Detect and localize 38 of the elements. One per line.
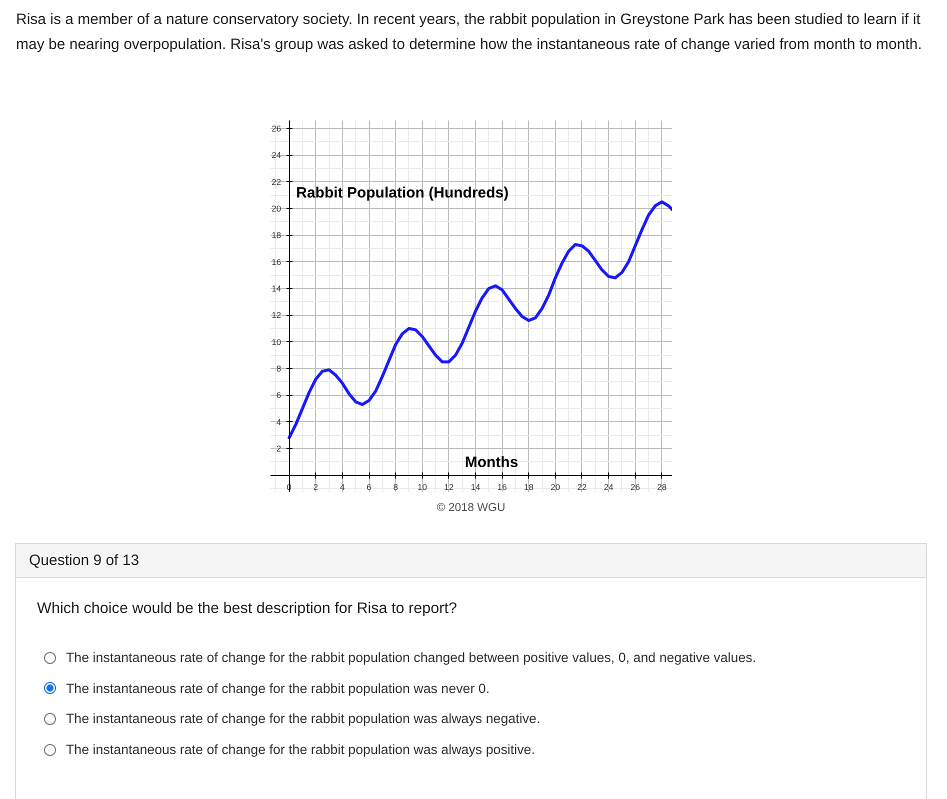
x-tick-label: 18 (524, 482, 534, 492)
x-tick-label: 4 (340, 482, 346, 492)
x-axis-title: Months (464, 454, 518, 472)
text: The instantaneous rate of change for the rabbit population was never 0. (66, 680, 490, 698)
y-axis-title: Rabbit Population (Hundreds) (296, 184, 509, 202)
x-tick-label: 26 (630, 482, 640, 492)
y-tick-label: 4 (276, 416, 282, 427)
text: The instantaneous rate of change for the rabbit population was always negative. (66, 710, 540, 728)
text: The instantaneous rate of change for the rabbit population changed between positive values, 0, and negative values. (66, 648, 756, 667)
text: © 2018 WGU (436, 501, 506, 516)
line-series (288, 200, 672, 440)
x-tick-label: 28 (657, 482, 667, 492)
y-tick-label: 8 (276, 364, 282, 374)
text: Risa is a member of a nature conservatory society. In recent years, the rabbit population in Greystone Park has been studied to learn if it may be nearing overpopulation. Risa's group was asked to determine how the instantaneous rate of change varied from month to month. (15, 10, 923, 55)
x-tick-label: 22 (577, 482, 587, 492)
x-tick-label: 2 (313, 482, 318, 492)
y-tick-label: 2 (276, 444, 282, 454)
y-tick-label: 6 (276, 390, 282, 400)
y-tick-label: 20 (272, 204, 282, 214)
y-tick-label: 24 (272, 150, 282, 160)
x-tick-label: 20 (550, 482, 560, 492)
y-tick-label: 16 (272, 256, 282, 267)
y-tick-label: 12 (272, 310, 282, 320)
x-tick-label: 16 (497, 482, 508, 492)
text: Question 9 of 13 (16, 544, 926, 578)
x-tick-label: 12 (444, 482, 454, 492)
text: Which choice would be the best description for Risa to report? (37, 599, 458, 619)
x-tick-label: 14 (470, 482, 480, 492)
x-tick-label: 24 (604, 482, 614, 492)
y-tick-label: 10 (272, 336, 282, 347)
y-tick-label: 14 (272, 284, 282, 294)
x-tick-label: 10 (418, 482, 428, 492)
text: The instantaneous rate of change for the rabbit population was always positive. (66, 741, 535, 760)
x-tick-label: 6 (366, 482, 372, 492)
x-tick-label: 8 (393, 482, 398, 492)
y-tick-label: 18 (272, 230, 282, 240)
y-tick-label: 26 (272, 124, 282, 134)
y-tick-label: 22 (272, 176, 282, 187)
